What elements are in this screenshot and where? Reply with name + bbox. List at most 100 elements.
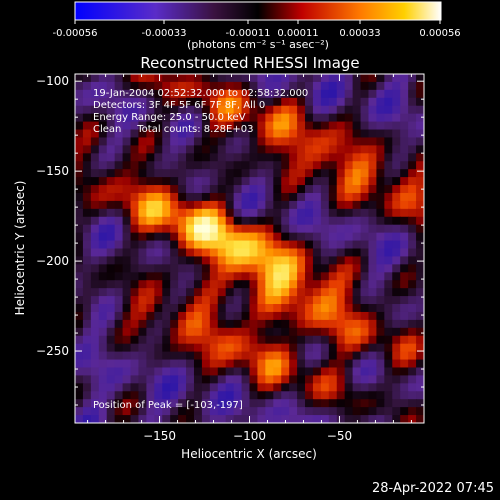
heatmap-pixel <box>75 311 84 321</box>
heatmap-pixel <box>114 177 124 186</box>
heatmap-pixel <box>114 319 124 329</box>
heatmap-pixel <box>392 383 401 392</box>
heatmap-pixel <box>312 343 322 353</box>
heatmap-pixel <box>344 256 354 265</box>
colorbar-ticks: -0.00056 -0.00033 -0.00011 0.00011 0.00033 0.… <box>53 20 461 39</box>
heatmap-pixel <box>209 161 219 170</box>
heatmap-pixel <box>328 208 338 218</box>
heatmap-pixel <box>281 224 290 234</box>
heatmap-pixel <box>376 89 385 99</box>
heatmap-pixel <box>241 256 251 265</box>
heatmap-pixel <box>384 351 393 361</box>
heatmap-pixel <box>289 224 298 234</box>
heatmap-pixel <box>225 343 235 353</box>
heatmap-pixel <box>82 391 92 400</box>
heatmap-pixel <box>265 319 274 329</box>
heatmap-pixel <box>344 169 354 178</box>
heatmap-pixel <box>225 399 235 408</box>
heatmap-pixel <box>193 129 203 139</box>
heatmap-pixel <box>241 89 251 99</box>
heatmap-pixel <box>376 74 385 83</box>
heatmap-pixel <box>209 185 219 194</box>
heatmap-pixel <box>312 81 322 91</box>
heatmap-pixel <box>336 383 346 392</box>
heatmap-pixel <box>297 327 306 337</box>
heatmap-pixel <box>209 200 219 210</box>
heatmap-pixel <box>281 415 290 423</box>
heatmap-pixel <box>209 343 219 353</box>
heatmap-pixel <box>376 121 385 131</box>
heatmap-pixel <box>384 185 393 194</box>
heatmap-pixel <box>241 161 251 170</box>
heatmap-pixel <box>154 137 163 146</box>
heatmap-pixel <box>408 256 417 265</box>
heatmap-pixel <box>201 343 211 353</box>
heatmap-pixel <box>122 192 132 202</box>
heatmap-pixel <box>384 288 393 297</box>
heatmap-pixel <box>265 89 274 99</box>
heatmap-pixel <box>178 240 187 250</box>
heatmap-pixel <box>193 208 203 218</box>
heatmap-pixel <box>320 327 330 337</box>
heatmap-pixel <box>392 129 401 139</box>
heatmap-pixel <box>233 216 243 226</box>
heatmap-pixel <box>249 200 259 210</box>
heatmap-pixel <box>336 74 346 83</box>
heatmap-pixel <box>201 359 211 369</box>
heatmap-pixel <box>162 327 171 337</box>
info-line-energy: Energy Range: 25.0 - 50.0 keV <box>93 112 246 123</box>
heatmap-pixel <box>312 161 322 170</box>
heatmap-pixel <box>400 383 409 392</box>
heatmap-pixel <box>217 327 227 337</box>
heatmap-pixel <box>233 264 243 273</box>
heatmap-pixel <box>122 113 132 123</box>
heatmap-pixel <box>146 185 155 194</box>
heatmap-pixel <box>408 351 417 361</box>
heatmap-pixel <box>90 343 100 353</box>
heatmap-pixel <box>368 415 378 423</box>
heatmap-pixel <box>384 375 393 384</box>
heatmap-pixel <box>416 232 424 242</box>
heatmap-pixel <box>186 208 195 218</box>
heatmap-pixel <box>178 185 187 194</box>
heatmap-pixel <box>90 327 100 337</box>
heatmap-pixel <box>320 97 330 107</box>
heatmap-pixel <box>352 399 362 408</box>
heatmap-pixel <box>249 327 259 337</box>
heatmap-pixel <box>106 335 116 345</box>
heatmap-pixel <box>82 121 92 131</box>
heatmap-pixel <box>360 327 370 337</box>
heatmap-pixel <box>336 272 346 281</box>
heatmap-pixel <box>344 81 354 91</box>
heatmap-pixel <box>82 224 92 234</box>
heatmap-pixel <box>360 224 370 234</box>
heatmap-pixel <box>98 272 108 281</box>
heatmap-pixel <box>328 145 338 154</box>
heatmap-pixel <box>193 415 203 423</box>
heatmap-pixel <box>289 327 298 337</box>
heatmap-pixel <box>138 137 147 146</box>
heatmap-pixel <box>336 224 346 234</box>
heatmap-pixel <box>233 375 243 384</box>
heatmap-pixel <box>98 113 108 123</box>
heatmap-pixel <box>193 351 203 361</box>
heatmap-pixel <box>98 185 108 194</box>
heatmap-pixel <box>186 121 195 131</box>
heatmap-pixel <box>384 129 393 139</box>
heatmap-pixel <box>360 248 370 258</box>
heatmap-pixel <box>368 272 378 281</box>
heatmap-pixel <box>352 240 362 250</box>
heatmap-pixel <box>376 375 385 384</box>
heatmap-pixel <box>162 399 171 408</box>
heatmap-pixel <box>82 232 92 242</box>
heatmap-pixel <box>289 161 298 170</box>
heatmap-pixel <box>289 280 298 289</box>
heatmap-pixel <box>106 97 116 107</box>
heatmap-pixel <box>336 216 346 226</box>
heatmap-pixel <box>328 89 338 99</box>
heatmap-pixel <box>408 367 417 377</box>
heatmap-pixel <box>392 399 401 408</box>
heatmap-pixel <box>225 359 235 369</box>
heatmap-pixel <box>305 319 314 329</box>
heatmap-pixel <box>336 375 346 384</box>
